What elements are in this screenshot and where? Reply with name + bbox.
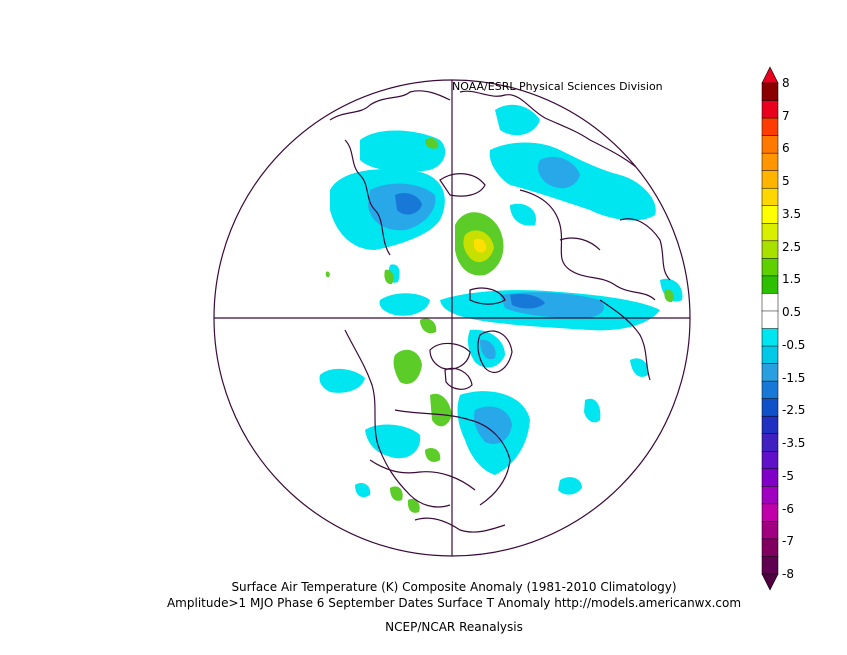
colorbar-tick-label: -0.5 [782,337,806,352]
colorbar-segment [761,328,779,347]
colorbar-top-arrow [761,66,779,84]
colorbar-tick-label: 6 [782,141,790,156]
colorbar-tick-label: 1.5 [782,272,802,287]
colorbar-tick-label: -5 [782,468,794,483]
colorbar-segment [761,187,779,207]
colorbar-segment [761,310,779,330]
colorbar-segment [761,170,779,189]
colorbar-segment [761,380,779,400]
colorbar-tick-label: -7 [782,534,794,549]
colorbar-segment [761,503,779,522]
colorbar-segment [761,152,779,172]
colorbar-segment [761,433,779,452]
colorbar-segment [761,521,779,540]
colorbar-segment [761,223,779,242]
colorbar [761,66,779,591]
colorbar-segment [761,135,779,154]
colorbar-segment [761,345,779,365]
colorbar-bottom-arrow [761,573,779,591]
colorbar-segment [761,451,779,470]
colorbar-tick-label: 7 [782,108,790,123]
credit-text: NOAA/ESRL Physical Sciences Division [452,80,663,93]
colorbar-segment [761,258,779,277]
colorbar-segment [761,468,779,487]
colorbar-tick-label: -6 [782,501,794,516]
colorbar-tick-label: 8 [782,76,790,90]
anomaly-deep-blue [395,193,545,309]
coastlines [329,90,671,533]
colorbar-segment [761,293,779,312]
colorbar-segment [761,82,779,102]
colorbar-tick-label: -2.5 [782,403,806,418]
colorbar-segment [761,398,779,417]
plot-title: Surface Air Temperature (K) Composite An… [231,580,677,594]
colorbar-tick-label: 0.5 [782,305,802,320]
colorbar-tick-label: 2.5 [782,239,802,254]
colorbar-segment [761,205,779,224]
anomaly-mid-blue [368,156,604,445]
graticule [213,79,691,557]
colorbar-tick-label: -8 [782,567,794,581]
anomaly-shading [319,104,683,513]
data-source: NCEP/NCAR Reanalysis [385,620,523,634]
colorbar-segment [761,415,779,435]
colorbar-segment [761,538,779,558]
plot-subtitle: Amplitude>1 MJO Phase 6 September Dates … [166,596,742,610]
colorbar-tick-label: 3.5 [782,206,802,221]
colorbar-tick-label: -1.5 [782,370,806,385]
colorbar-segment [761,486,779,505]
colorbar-segment [761,556,779,575]
colorbar-segment [761,240,779,259]
colorbar-segment [761,363,779,382]
colorbar-tick-label: 5 [782,174,790,189]
colorbar-segment [761,117,779,137]
colorbar-segment [761,275,779,294]
anomaly-yellow [474,238,487,253]
colorbar-tick-label: -3.5 [782,436,806,451]
colorbar-segment [761,100,779,119]
